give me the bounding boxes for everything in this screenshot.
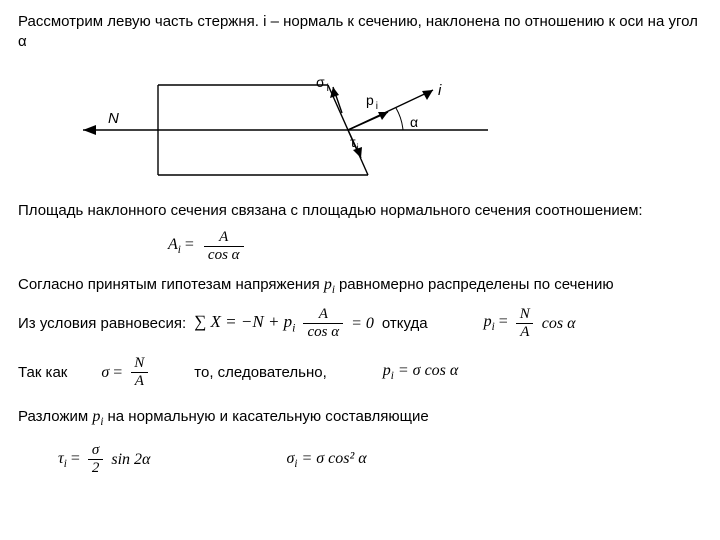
area-formula: Ai = Acos α [18,229,702,264]
hypothesis-text: Согласно принятым гипотезам напряжения p… [18,274,702,298]
decomposition-text: Разложим pi на нормальную и касательную … [18,406,702,430]
sigma-definition-row: Так как σ = NA то, следовательно, pi = σ… [18,355,702,390]
i-vector-label: i [438,82,442,99]
beam-diagram: N i pi σi τi α [18,55,702,195]
intro-text: Рассмотрим левую часть стержня. i – норм… [18,12,702,53]
components-row: τi = σ2 sin 2α σi = σ cos² α [18,442,702,477]
sigma-label: σi [316,74,329,94]
equilibrium-row: Из условия равновесия: ∑ X = −N + pi Aco… [18,306,702,341]
n-label: N [108,110,119,127]
p-label: pi [366,92,378,112]
alpha-label: α [410,114,418,130]
area-relation-text: Площадь наклонного сечения связана с пло… [18,201,702,221]
